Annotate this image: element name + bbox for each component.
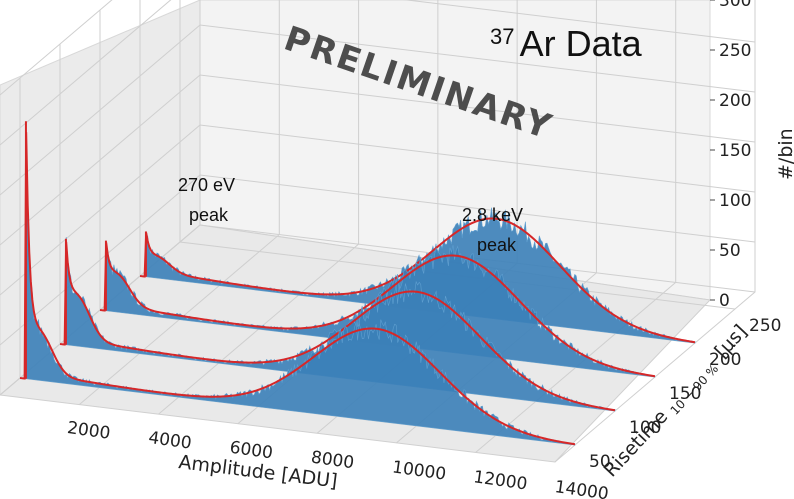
z-tick-label-1: 50 xyxy=(719,241,741,261)
y-tick-label-2: 150 xyxy=(669,384,701,404)
z-tick-label-6: 300 xyxy=(719,0,751,11)
chart-title: 37 Ar Data xyxy=(490,23,643,64)
fit-curve-risetime-150 xyxy=(99,242,656,378)
x-tick-label-1: 2000 xyxy=(66,418,112,444)
grid-line-z-3 xyxy=(0,74,756,246)
z-tick-label-0: 0 xyxy=(719,291,730,311)
z-tick-label-4: 200 xyxy=(719,91,751,111)
title-superscript: 37 xyxy=(490,24,514,49)
fit-curve-risetime-50 xyxy=(19,132,576,446)
x-tick-label-6: 12000 xyxy=(472,467,528,494)
annotation-2_8kev-line2: peak xyxy=(477,235,517,255)
y-tick-label-4: 250 xyxy=(749,316,781,336)
y-tick-label-0: 50 xyxy=(589,452,611,472)
y-tick-label-1: 100 xyxy=(629,418,661,438)
z-axis-label: #/bin xyxy=(775,128,794,180)
z-tick-label-2: 100 xyxy=(719,191,751,211)
fit-curve-risetime-200 xyxy=(139,217,696,344)
grid-line-z-6 xyxy=(0,0,113,96)
grid-line-z-5 xyxy=(0,0,756,146)
title-main: Ar Data xyxy=(520,23,643,64)
grid-line-z-2 xyxy=(0,124,756,296)
x-tick-label-5: 10000 xyxy=(391,457,447,484)
z-tick-label-3: 150 xyxy=(719,141,751,161)
annotation-270ev-line2: peak xyxy=(189,205,229,225)
ridge-series xyxy=(19,121,696,446)
z-tick-label-5: 250 xyxy=(719,41,751,61)
annotation-270ev-line1: 270 eV xyxy=(178,175,235,195)
x-tick-label-7: 14000 xyxy=(553,477,609,499)
fit-curve-risetime-100 xyxy=(59,241,616,412)
annotation-2_8kev-line1: 2.8 keV xyxy=(462,205,523,225)
y-tick-label-3: 200 xyxy=(709,350,741,370)
grid-line-z-4 xyxy=(0,24,756,196)
x-tick-label-2: 4000 xyxy=(147,428,193,454)
